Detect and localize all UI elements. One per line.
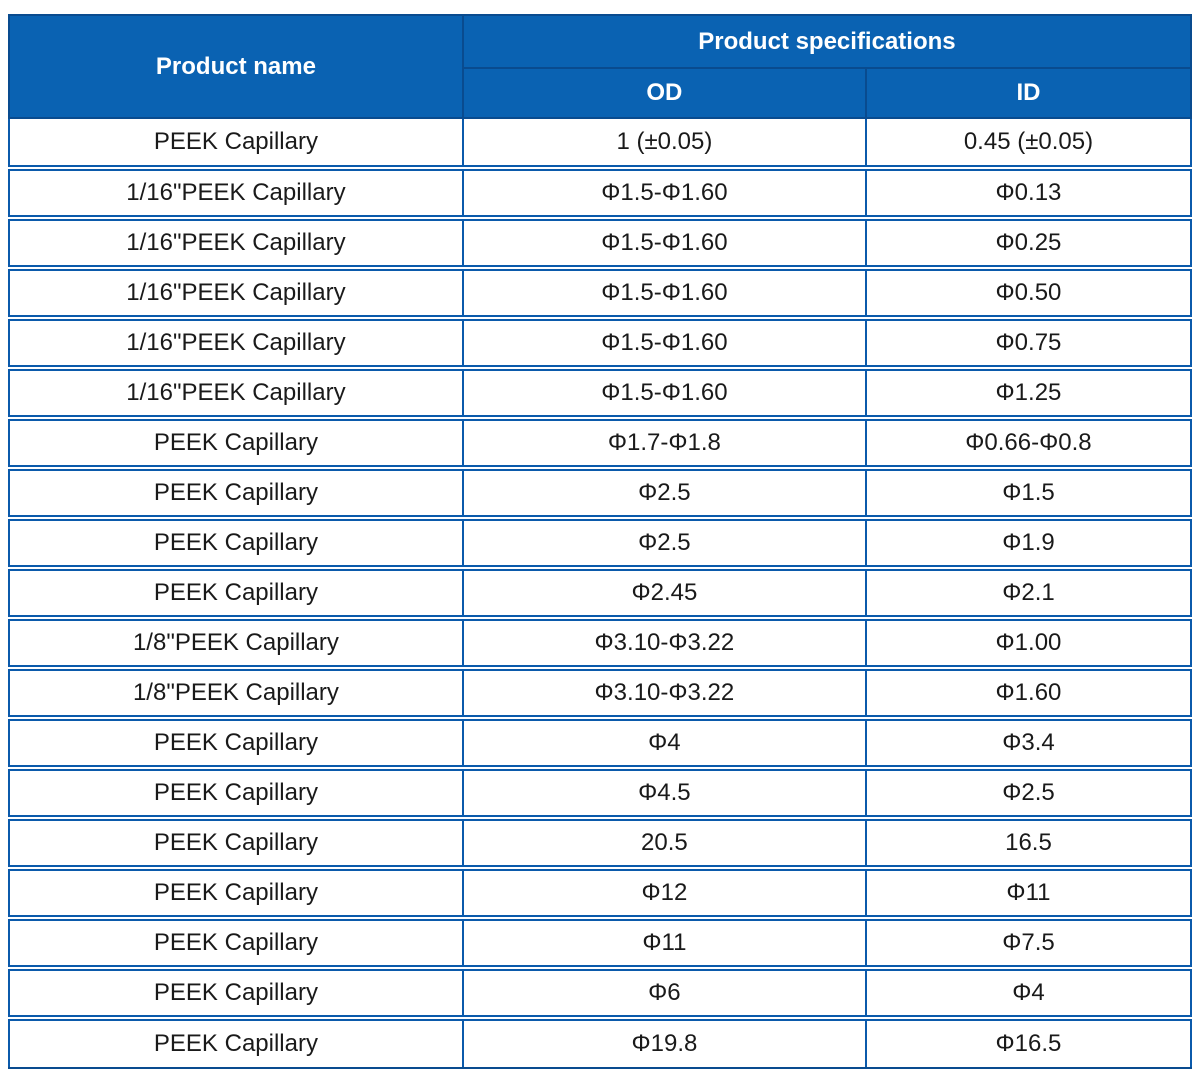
id-cell: Φ1.00 xyxy=(864,615,1193,669)
table-row: PEEK Capillary Φ6 Φ4 xyxy=(8,965,1193,1019)
od-cell: Φ3.10-Φ3.22 xyxy=(461,615,867,669)
id-cell: Φ1.9 xyxy=(864,515,1193,569)
od-cell: Φ1.7-Φ1.8 xyxy=(461,415,867,469)
od-cell: Φ2.5 xyxy=(461,515,867,569)
od-cell: Φ1.5-Φ1.60 xyxy=(461,165,867,219)
id-cell: Φ11 xyxy=(864,865,1193,919)
od-cell: Φ11 xyxy=(461,915,867,969)
product-name-cell: PEEK Capillary xyxy=(8,915,464,969)
table-row: PEEK Capillary Φ2.5 Φ1.9 xyxy=(8,515,1193,569)
id-cell: Φ0.66-Φ0.8 xyxy=(864,415,1193,469)
product-name-cell: 1/8"PEEK Capillary xyxy=(8,615,464,669)
od-cell: Φ4 xyxy=(461,715,867,769)
od-cell: Φ12 xyxy=(461,865,867,919)
product-name-cell: PEEK Capillary xyxy=(8,865,464,919)
id-cell: Φ4 xyxy=(864,965,1193,1019)
table-row: PEEK Capillary Φ11 Φ7.5 xyxy=(8,915,1193,969)
table-row: PEEK Capillary Φ4 Φ3.4 xyxy=(8,715,1193,769)
table-row: PEEK Capillary Φ19.8 Φ16.5 xyxy=(8,1015,1193,1069)
product-name-cell: PEEK Capillary xyxy=(8,465,464,519)
id-cell: Φ0.13 xyxy=(864,165,1193,219)
table-row: 1/16"PEEK Capillary Φ1.5-Φ1.60 Φ1.25 xyxy=(8,365,1193,419)
od-cell: Φ1.5-Φ1.60 xyxy=(461,315,867,369)
id-cell: Φ1.60 xyxy=(864,665,1193,719)
table-row: PEEK Capillary Φ2.45 Φ2.1 xyxy=(8,565,1193,619)
table-row: 1/8"PEEK Capillary Φ3.10-Φ3.22 Φ1.00 xyxy=(8,615,1193,669)
product-spec-table: Product name Product specifications OD I… xyxy=(8,14,1193,1069)
od-cell: Φ4.5 xyxy=(461,765,867,819)
id-cell: Φ7.5 xyxy=(864,915,1193,969)
table-body: PEEK Capillary 1 (±0.05) 0.45 (±0.05) 1/16"… xyxy=(8,117,1193,1069)
id-cell: Φ1.25 xyxy=(864,365,1193,419)
product-name-cell: 1/16"PEEK Capillary xyxy=(8,215,464,269)
id-cell: Φ0.25 xyxy=(864,215,1193,269)
table-row: 1/8"PEEK Capillary Φ3.10-Φ3.22 Φ1.60 xyxy=(8,665,1193,719)
id-cell: Φ3.4 xyxy=(864,715,1193,769)
table-header: Product name Product specifications OD I… xyxy=(8,14,1193,119)
od-cell: 1 (±0.05) xyxy=(461,117,867,169)
od-cell: Φ2.5 xyxy=(461,465,867,519)
table-row: PEEK Capillary 1 (±0.05) 0.45 (±0.05) xyxy=(8,117,1193,169)
od-cell: Φ19.8 xyxy=(461,1015,867,1069)
od-cell: 20.5 xyxy=(461,815,867,869)
table-row: 1/16"PEEK Capillary Φ1.5-Φ1.60 Φ0.25 xyxy=(8,215,1193,269)
id-cell: Φ1.5 xyxy=(864,465,1193,519)
header-product-name: Product name xyxy=(8,14,464,119)
table-row: PEEK Capillary Φ1.7-Φ1.8 Φ0.66-Φ0.8 xyxy=(8,415,1193,469)
product-name-cell: PEEK Capillary xyxy=(8,715,464,769)
od-cell: Φ3.10-Φ3.22 xyxy=(461,665,867,719)
product-name-cell: PEEK Capillary xyxy=(8,765,464,819)
od-cell: Φ1.5-Φ1.60 xyxy=(461,265,867,319)
header-od: OD xyxy=(461,67,867,119)
product-name-cell: PEEK Capillary xyxy=(8,815,464,869)
product-name-cell: PEEK Capillary xyxy=(8,117,464,169)
product-name-cell: 1/16"PEEK Capillary xyxy=(8,315,464,369)
product-name-cell: PEEK Capillary xyxy=(8,515,464,569)
table-row: 1/16"PEEK Capillary Φ1.5-Φ1.60 Φ0.13 xyxy=(8,165,1193,219)
table-row: PEEK Capillary 20.5 16.5 xyxy=(8,815,1193,869)
od-cell: Φ1.5-Φ1.60 xyxy=(461,215,867,269)
od-cell: Φ6 xyxy=(461,965,867,1019)
od-cell: Φ2.45 xyxy=(461,565,867,619)
id-cell: Φ16.5 xyxy=(864,1015,1193,1069)
product-name-cell: 1/16"PEEK Capillary xyxy=(8,365,464,419)
product-name-cell: PEEK Capillary xyxy=(8,965,464,1019)
id-cell: 0.45 (±0.05) xyxy=(864,117,1193,169)
header-product-specifications: Product specifications xyxy=(461,14,1193,69)
id-cell: Φ0.50 xyxy=(864,265,1193,319)
header-id: ID xyxy=(864,67,1193,119)
product-name-cell: PEEK Capillary xyxy=(8,1015,464,1069)
table-row: PEEK Capillary Φ4.5 Φ2.5 xyxy=(8,765,1193,819)
id-cell: 16.5 xyxy=(864,815,1193,869)
table-row: PEEK Capillary Φ2.5 Φ1.5 xyxy=(8,465,1193,519)
od-cell: Φ1.5-Φ1.60 xyxy=(461,365,867,419)
product-name-cell: PEEK Capillary xyxy=(8,565,464,619)
table-row: 1/16"PEEK Capillary Φ1.5-Φ1.60 Φ0.50 xyxy=(8,265,1193,319)
product-name-cell: 1/16"PEEK Capillary xyxy=(8,265,464,319)
id-cell: Φ2.1 xyxy=(864,565,1193,619)
product-name-cell: PEEK Capillary xyxy=(8,415,464,469)
id-cell: Φ0.75 xyxy=(864,315,1193,369)
product-name-cell: 1/8"PEEK Capillary xyxy=(8,665,464,719)
table-row: PEEK Capillary Φ12 Φ11 xyxy=(8,865,1193,919)
product-name-cell: 1/16"PEEK Capillary xyxy=(8,165,464,219)
id-cell: Φ2.5 xyxy=(864,765,1193,819)
table-row: 1/16"PEEK Capillary Φ1.5-Φ1.60 Φ0.75 xyxy=(8,315,1193,369)
